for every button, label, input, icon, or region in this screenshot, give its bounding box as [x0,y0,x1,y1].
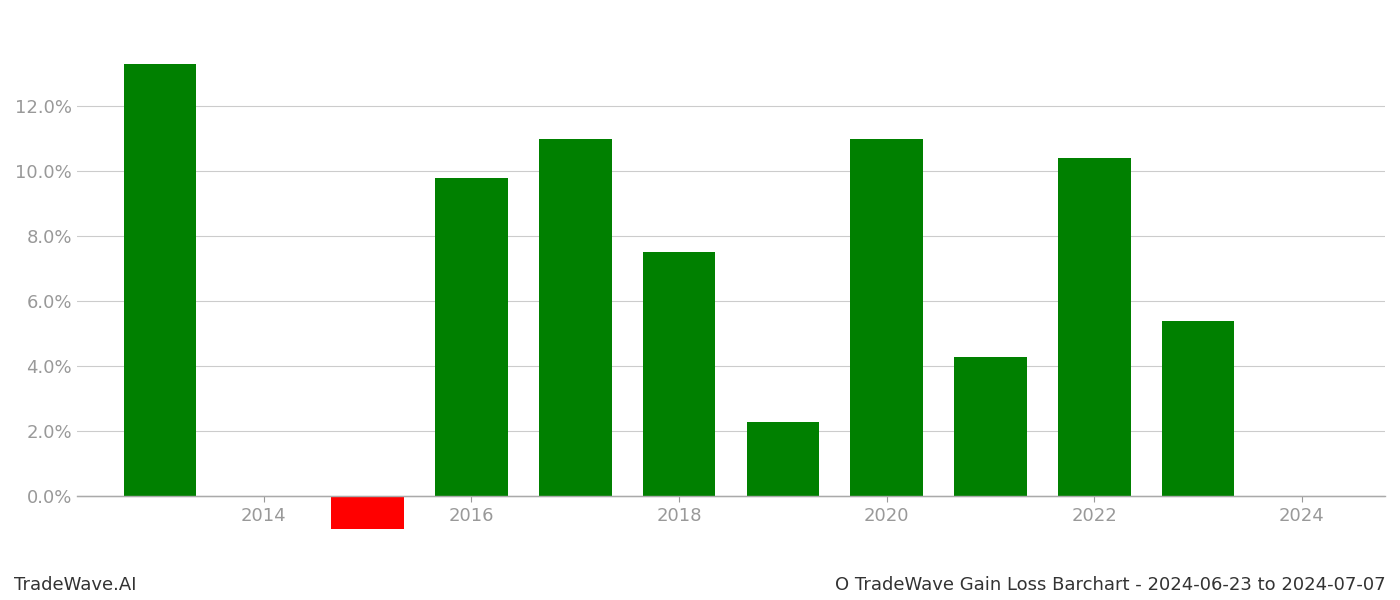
Bar [1162,321,1235,496]
Bar [539,139,612,496]
Bar [435,178,508,496]
Bar [850,139,923,496]
Bar [955,356,1026,496]
Text: TradeWave.AI: TradeWave.AI [14,576,137,594]
Bar [643,253,715,496]
Text: O TradeWave Gain Loss Barchart - 2024-06-23 to 2024-07-07: O TradeWave Gain Loss Barchart - 2024-06… [836,576,1386,594]
Bar [332,496,403,529]
Bar [746,422,819,496]
Bar [123,64,196,496]
Bar [1058,158,1131,496]
